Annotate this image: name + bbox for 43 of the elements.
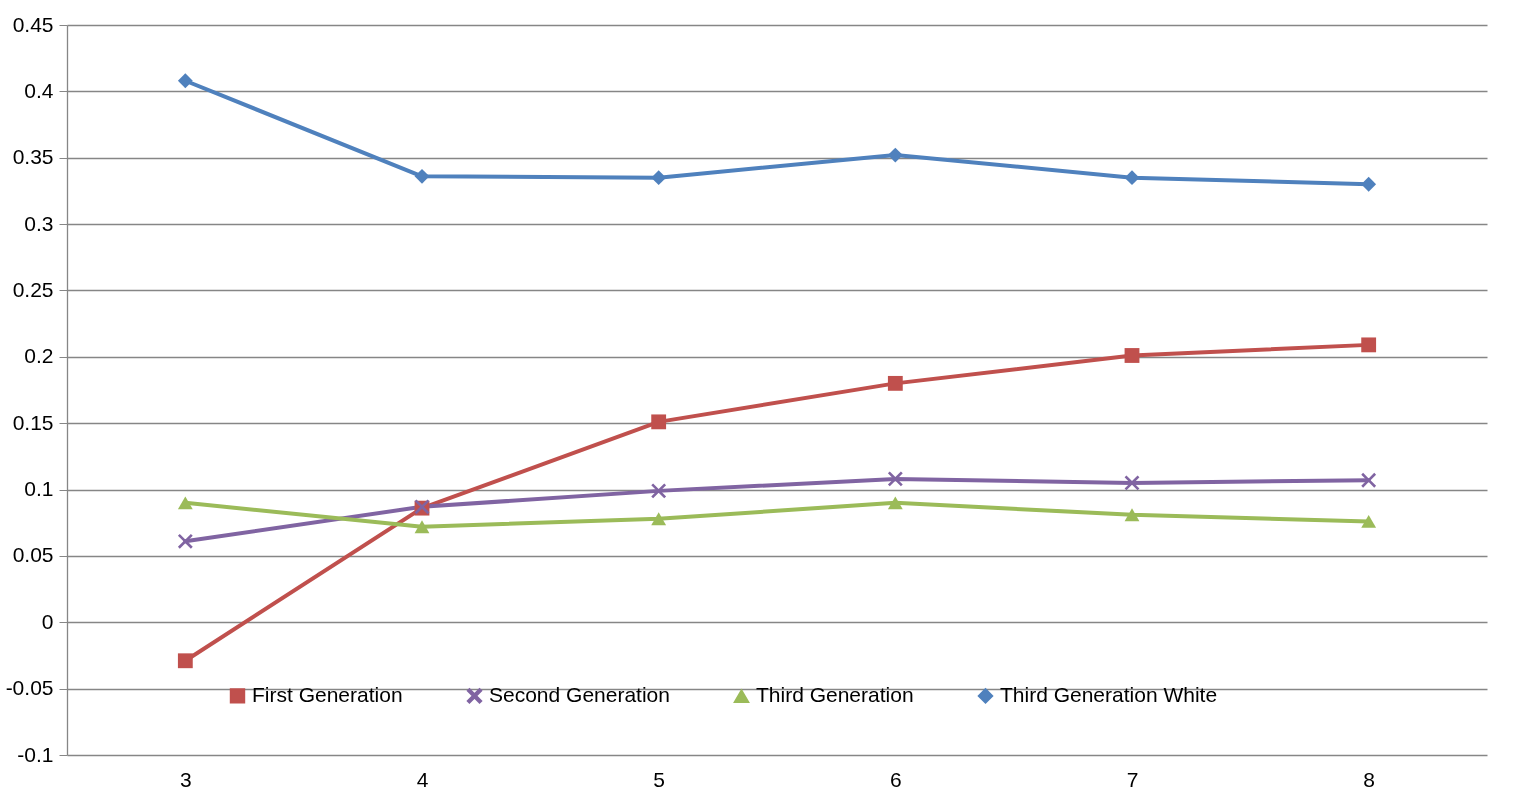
- point: [887, 375, 903, 391]
- y-tick-label: 0.35: [12, 145, 54, 169]
- legend-label: Third Generation White: [1000, 682, 1218, 706]
- x-tick-label: 7: [1126, 767, 1139, 791]
- y-tick-label: 0.05: [12, 543, 54, 567]
- point: [887, 147, 903, 163]
- point: [1124, 170, 1140, 186]
- point: [651, 414, 667, 430]
- y-tick-label: 0: [41, 609, 54, 633]
- y-tick-label: -0.1: [17, 742, 54, 766]
- x-tick-label: 5: [653, 767, 666, 791]
- point: [1124, 508, 1140, 522]
- point: [177, 533, 193, 549]
- legend-label: Third Generation: [756, 683, 914, 707]
- y-tick-label: -0.05: [5, 676, 54, 700]
- x-tick-label: 4: [416, 767, 429, 791]
- point: [651, 170, 667, 186]
- point: [414, 520, 430, 534]
- x-tick-label: 3: [179, 767, 192, 791]
- y-tick-label: 0.25: [12, 277, 54, 301]
- point: [651, 483, 667, 499]
- point: [1361, 514, 1377, 528]
- x-tick-label: 8: [1363, 767, 1376, 791]
- point: [1124, 348, 1140, 363]
- y-tick-label: 0.15: [12, 410, 54, 434]
- point: [887, 496, 903, 510]
- point: [177, 73, 193, 89]
- point: [414, 168, 430, 184]
- x-tick-label: 6: [889, 767, 902, 791]
- point: [177, 653, 193, 669]
- y-tick-label: 0.45: [12, 12, 54, 36]
- y-tick-label: 0.3: [24, 211, 54, 235]
- point: [651, 512, 667, 526]
- legend-label: Second Generation: [489, 682, 670, 706]
- y-tick-label: 0.2: [24, 344, 54, 368]
- point: [1361, 176, 1377, 192]
- point: [1361, 337, 1377, 353]
- legend-label: First Generation: [252, 682, 403, 706]
- y-tick-label: 0.1: [24, 477, 54, 501]
- point: [177, 496, 193, 510]
- point: [1361, 472, 1377, 488]
- point: [887, 471, 903, 487]
- y-tick-label: 0.4: [24, 78, 54, 102]
